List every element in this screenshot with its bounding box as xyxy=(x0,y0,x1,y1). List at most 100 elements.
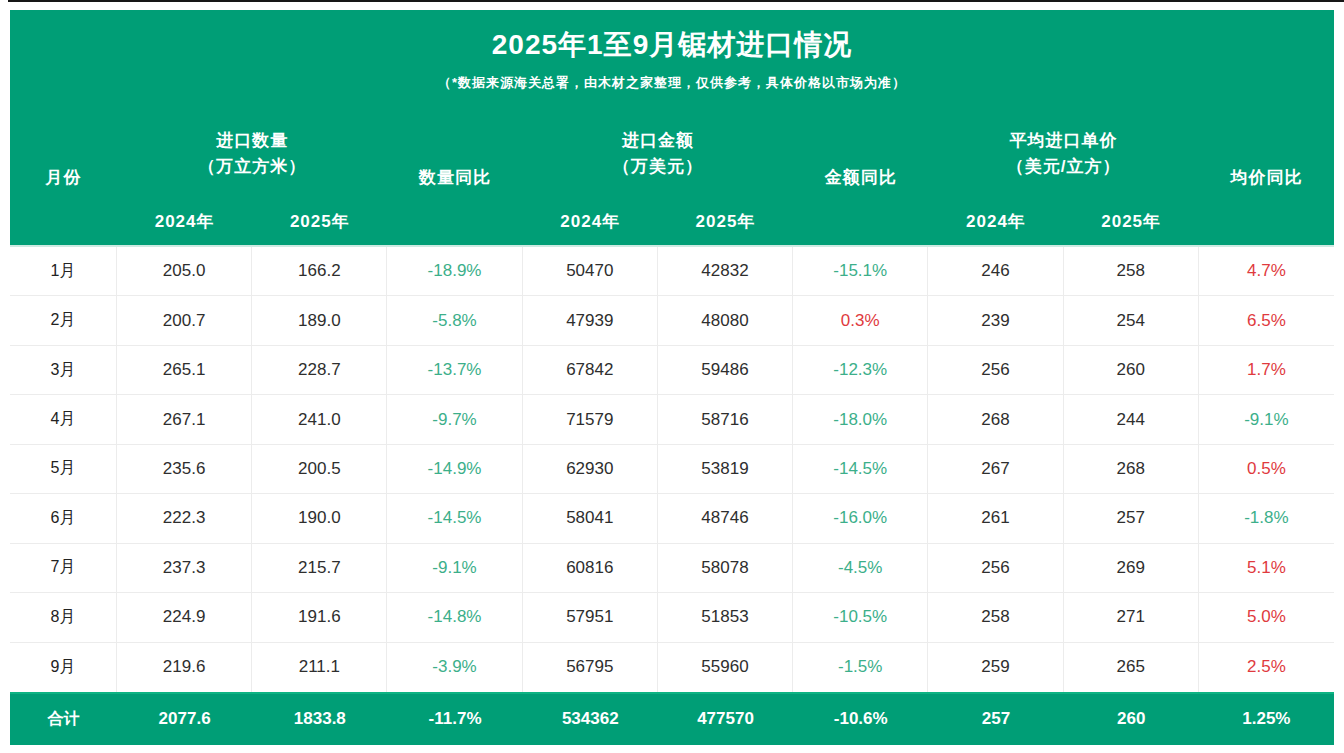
amt-2025-cell: 58078 xyxy=(658,544,793,592)
price-yoy-cell: 0.5% xyxy=(1199,445,1334,493)
year-header-qty-2025: 2025年 xyxy=(252,198,387,245)
amt-2024-cell: 60816 xyxy=(523,544,658,592)
total-price-2024-cell: 257 xyxy=(928,694,1063,745)
qty-yoy-cell: -14.8% xyxy=(387,593,522,641)
title-block: 2025年1至9月锯材进口情况 （*数据来源海关总署，由木材之家整理，仅供参考，… xyxy=(10,10,1334,110)
column-group-import-amount: 进口金额 （万美元） xyxy=(523,110,793,198)
table-row: 8月224.9191.6-14.8%5795151853-10.5%258271… xyxy=(10,593,1334,642)
amt-2024-cell: 67842 xyxy=(523,346,658,394)
amt-yoy-cell: -18.0% xyxy=(793,395,928,443)
total-label-cell: 合计 xyxy=(10,694,117,745)
month-cell: 4月 xyxy=(10,395,117,443)
column-group-import-quantity: 进口数量 （万立方米） xyxy=(117,110,387,198)
price-2025-cell: 254 xyxy=(1064,296,1199,344)
price-2024-cell: 267 xyxy=(928,445,1063,493)
month-cell: 2月 xyxy=(10,296,117,344)
average-price-unit: （美元/立方） xyxy=(1007,154,1121,180)
qty-2025-cell: 166.2 xyxy=(252,247,387,295)
price-2024-cell: 239 xyxy=(928,296,1063,344)
qty-yoy-cell: -5.8% xyxy=(387,296,522,344)
year-header-price-2024: 2024年 xyxy=(928,198,1063,245)
amt-2025-cell: 59486 xyxy=(658,346,793,394)
column-header-month: 月份 xyxy=(10,110,117,245)
qty-2025-cell: 191.6 xyxy=(252,593,387,641)
page-title: 2025年1至9月锯材进口情况 xyxy=(492,26,852,64)
month-cell: 8月 xyxy=(10,593,117,641)
price-yoy-cell: 1.7% xyxy=(1199,346,1334,394)
amt-yoy-cell: -4.5% xyxy=(793,544,928,592)
total-price-yoy-cell: 1.25% xyxy=(1199,694,1334,745)
column-header-quantity-yoy: 数量同比 xyxy=(387,110,522,245)
price-2024-cell: 256 xyxy=(928,544,1063,592)
qty-2025-cell: 215.7 xyxy=(252,544,387,592)
import-amount-label: 进口金额 xyxy=(622,128,694,154)
table-body: 1月205.0166.2-18.9%5047042832-15.1%246258… xyxy=(10,245,1334,692)
amt-2024-cell: 58041 xyxy=(523,494,658,542)
qty-yoy-cell: -9.7% xyxy=(387,395,522,443)
amt-yoy-cell: 0.3% xyxy=(793,296,928,344)
qty-2025-cell: 241.0 xyxy=(252,395,387,443)
table-row: 4月267.1241.0-9.7%7157958716-18.0%268244-… xyxy=(10,395,1334,444)
amt-2025-cell: 55960 xyxy=(658,643,793,692)
year-header-amt-2025: 2025年 xyxy=(658,198,793,245)
price-2025-cell: 265 xyxy=(1064,643,1199,692)
price-2025-cell: 244 xyxy=(1064,395,1199,443)
amt-2025-cell: 51853 xyxy=(658,593,793,641)
price-2025-cell: 269 xyxy=(1064,544,1199,592)
qty-2025-cell: 189.0 xyxy=(252,296,387,344)
price-2024-cell: 246 xyxy=(928,247,1063,295)
price-yoy-cell: 5.1% xyxy=(1199,544,1334,592)
table-header: 月份 进口数量 （万立方米） 数量同比 进口金额 （万美元） 金额同比 平均进口… xyxy=(10,110,1334,245)
amt-yoy-cell: -10.5% xyxy=(793,593,928,641)
total-amt-2025-cell: 477570 xyxy=(658,694,793,745)
amt-2025-cell: 53819 xyxy=(658,445,793,493)
amt-2025-cell: 58716 xyxy=(658,395,793,443)
month-cell: 7月 xyxy=(10,544,117,592)
total-qty-2025-cell: 1833.8 xyxy=(252,694,387,745)
price-yoy-cell: 5.0% xyxy=(1199,593,1334,641)
amt-2024-cell: 47939 xyxy=(523,296,658,344)
price-2024-cell: 268 xyxy=(928,395,1063,443)
qty-yoy-cell: -13.7% xyxy=(387,346,522,394)
qty-2024-cell: 219.6 xyxy=(117,643,252,692)
table-row: 6月222.3190.0-14.5%5804148746-16.0%261257… xyxy=(10,494,1334,543)
amt-2025-cell: 48746 xyxy=(658,494,793,542)
qty-yoy-cell: -3.9% xyxy=(387,643,522,692)
price-2025-cell: 271 xyxy=(1064,593,1199,641)
price-2024-cell: 259 xyxy=(928,643,1063,692)
month-cell: 6月 xyxy=(10,494,117,542)
month-cell: 3月 xyxy=(10,346,117,394)
year-header-price-2025: 2025年 xyxy=(1064,198,1199,245)
price-2025-cell: 258 xyxy=(1064,247,1199,295)
table-row: 7月237.3215.7-9.1%6081658078-4.5%2562695.… xyxy=(10,544,1334,593)
table-footer: 合计2077.61833.8-11.7%534362477570-10.6%25… xyxy=(10,692,1334,745)
qty-yoy-cell: -14.5% xyxy=(387,494,522,542)
total-qty-2024-cell: 2077.6 xyxy=(117,694,252,745)
amt-2025-cell: 42832 xyxy=(658,247,793,295)
amt-2025-cell: 48080 xyxy=(658,296,793,344)
price-2024-cell: 258 xyxy=(928,593,1063,641)
amt-2024-cell: 71579 xyxy=(523,395,658,443)
qty-2024-cell: 265.1 xyxy=(117,346,252,394)
total-amt-2024-cell: 534362 xyxy=(523,694,658,745)
import-table-panel: 2025年1至9月锯材进口情况 （*数据来源海关总署，由木材之家整理，仅供参考，… xyxy=(10,10,1334,745)
qty-2024-cell: 267.1 xyxy=(117,395,252,443)
month-cell: 1月 xyxy=(10,247,117,295)
table-total-row: 合计2077.61833.8-11.7%534362477570-10.6%25… xyxy=(10,692,1334,745)
qty-2024-cell: 205.0 xyxy=(117,247,252,295)
table-row: 1月205.0166.2-18.9%5047042832-15.1%246258… xyxy=(10,247,1334,296)
price-yoy-cell: -1.8% xyxy=(1199,494,1334,542)
qty-2024-cell: 224.9 xyxy=(117,593,252,641)
price-2024-cell: 261 xyxy=(928,494,1063,542)
price-yoy-cell: 6.5% xyxy=(1199,296,1334,344)
price-yoy-cell: 2.5% xyxy=(1199,643,1334,692)
year-header-qty-2024: 2024年 xyxy=(117,198,252,245)
qty-yoy-cell: -14.9% xyxy=(387,445,522,493)
column-header-price-yoy: 均价同比 xyxy=(1199,110,1334,245)
average-price-label: 平均进口单价 xyxy=(1010,128,1118,154)
price-2025-cell: 260 xyxy=(1064,346,1199,394)
import-quantity-unit: （万立方米） xyxy=(198,154,306,180)
column-header-amount-yoy: 金额同比 xyxy=(793,110,928,245)
qty-2025-cell: 211.1 xyxy=(252,643,387,692)
total-price-2025-cell: 260 xyxy=(1064,694,1199,745)
